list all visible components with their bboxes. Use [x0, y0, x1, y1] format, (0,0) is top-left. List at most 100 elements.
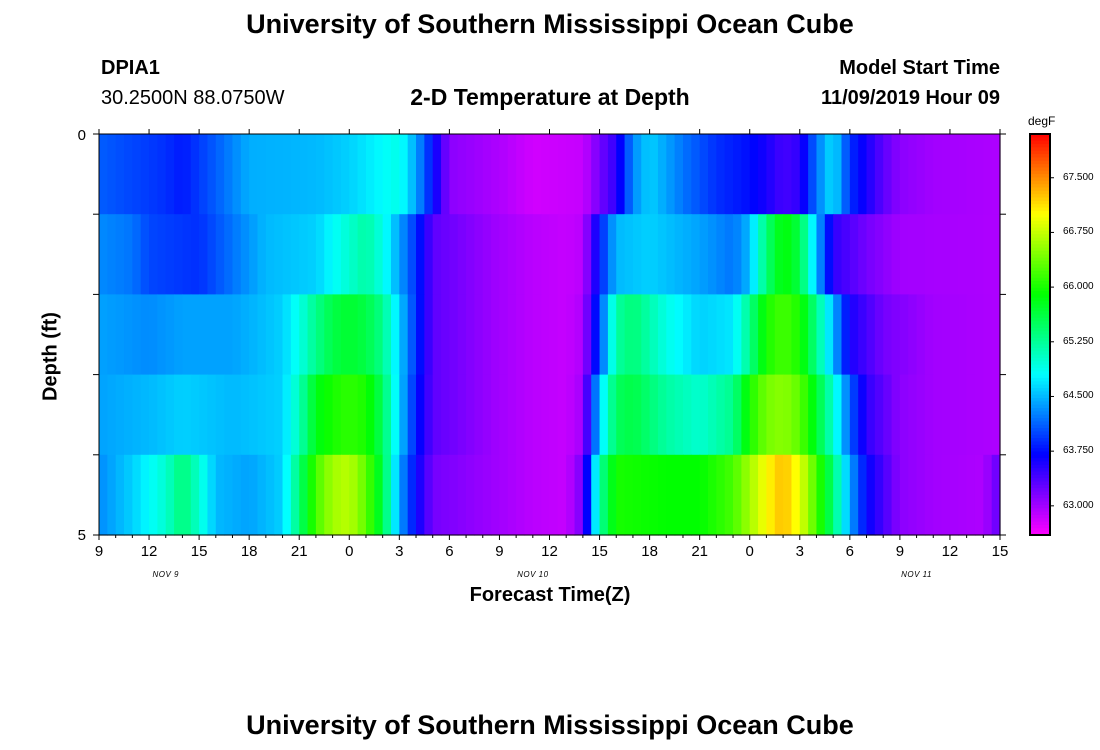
heatmap-cell	[182, 134, 192, 215]
heatmap-cell	[390, 294, 400, 376]
heatmap-cell	[315, 454, 325, 536]
heatmap-cell	[966, 374, 976, 456]
model-start-value: 11/09/2019 Hour 09	[820, 87, 1000, 109]
heatmap-cell	[641, 374, 651, 456]
colorbar-segment	[1030, 344, 1050, 349]
colorbar-segment	[1030, 180, 1050, 185]
colorbar-segment	[1030, 418, 1050, 422]
colorbar-segment	[1030, 257, 1050, 262]
heatmap-cell	[741, 134, 751, 215]
heatmap-cell	[115, 294, 125, 376]
colorbar-segment	[1030, 381, 1050, 386]
heatmap-cell	[741, 454, 751, 536]
heatmap-cell	[599, 454, 609, 536]
colorbar-segment	[1030, 190, 1050, 195]
heatmap-cell	[582, 134, 592, 215]
heatmap-cell	[933, 454, 943, 536]
colorbar-segment	[1030, 414, 1050, 419]
colorbar-segment	[1030, 428, 1050, 433]
heatmap-cell	[257, 214, 267, 295]
colorbar-segment	[1030, 421, 1050, 426]
heatmap-cell	[324, 454, 334, 536]
heatmap-cell	[774, 454, 784, 536]
heatmap-cell	[432, 294, 442, 376]
colorbar-segment	[1030, 197, 1050, 202]
heatmap-cell	[607, 374, 617, 456]
heatmap-cell	[149, 214, 158, 295]
colorbar-segment	[1030, 301, 1050, 306]
colorbar-segment	[1030, 377, 1050, 382]
heatmap-cell	[382, 214, 392, 295]
heatmap-cell	[716, 214, 726, 295]
heatmap-cell	[699, 454, 709, 536]
colorbar-segment	[1030, 424, 1050, 429]
heatmap-cell	[157, 454, 167, 536]
heatmap-cell	[758, 134, 767, 215]
heatmap-cell	[424, 134, 434, 215]
colorbar-segment	[1030, 494, 1050, 499]
colorbar-segment	[1030, 200, 1050, 205]
heatmap-cell	[724, 214, 734, 295]
heatmap-cell	[107, 454, 117, 536]
heatmap-cell	[774, 214, 784, 295]
heatmap-cell	[224, 374, 234, 456]
heatmap-cell	[657, 214, 667, 295]
heatmap-cell	[582, 454, 592, 536]
heatmap-cell	[816, 374, 826, 456]
colorbar-segment	[1030, 478, 1050, 483]
heatmap-cell	[249, 214, 259, 295]
heatmap-cell	[274, 454, 284, 536]
heatmap-cell	[574, 374, 584, 456]
heatmap-cell	[482, 134, 492, 215]
heatmap-cell	[190, 214, 200, 295]
heatmap-cell	[624, 454, 634, 536]
colorbar-segment	[1030, 404, 1050, 409]
heatmap-cell	[991, 134, 1001, 215]
heatmap-cell	[115, 454, 125, 536]
heatmap-cell	[541, 374, 551, 456]
heatmap-cell	[749, 374, 759, 456]
heatmap-cell	[165, 134, 175, 215]
heatmap-cell	[466, 214, 476, 295]
heatmap-cell	[524, 214, 534, 295]
heatmap-cell	[549, 134, 559, 215]
heatmap-cell	[966, 294, 976, 376]
heatmap-cell	[324, 214, 334, 295]
heatmap-cell	[791, 294, 801, 376]
x-tick-label: 12	[541, 543, 558, 560]
heatmap-cell	[566, 294, 576, 376]
heatmap-cell	[641, 214, 651, 295]
heatmap-cell	[566, 134, 576, 215]
heatmap-cell	[432, 454, 442, 536]
heatmap-cell	[107, 374, 117, 456]
colorbar-segment	[1030, 354, 1050, 359]
heatmap-cell	[741, 374, 751, 456]
heatmap-cell	[449, 214, 459, 295]
y-tick-label: 0	[77, 127, 86, 144]
heatmap-cell	[891, 134, 901, 215]
heatmap-cell	[399, 214, 409, 295]
colorbar-segment	[1030, 284, 1050, 289]
x-tick-label: 12	[941, 543, 959, 560]
colorbar-segment	[1030, 411, 1050, 416]
heatmap-cell	[491, 134, 501, 215]
colorbar-segment	[1030, 264, 1050, 269]
heatmap-cell	[249, 294, 259, 376]
heatmap-cell	[265, 294, 275, 376]
heatmap-cell	[966, 134, 976, 215]
colorbar-segment	[1030, 454, 1050, 459]
heatmap-cell	[491, 214, 501, 295]
heatmap-cell	[349, 294, 359, 376]
colorbar-segment	[1030, 160, 1050, 165]
heatmap-cell	[124, 374, 133, 456]
colorbar-segment	[1030, 471, 1050, 476]
heatmap-cell	[941, 134, 951, 215]
heatmap-cell	[124, 454, 133, 536]
heatmap-cell	[766, 454, 776, 536]
heatmap-cell	[332, 454, 342, 536]
heatmap-cell	[991, 214, 1001, 295]
heatmap-cell	[324, 374, 334, 456]
heatmap-cell	[624, 214, 634, 295]
heatmap-cell	[340, 374, 350, 456]
heatmap-cell	[424, 294, 434, 376]
